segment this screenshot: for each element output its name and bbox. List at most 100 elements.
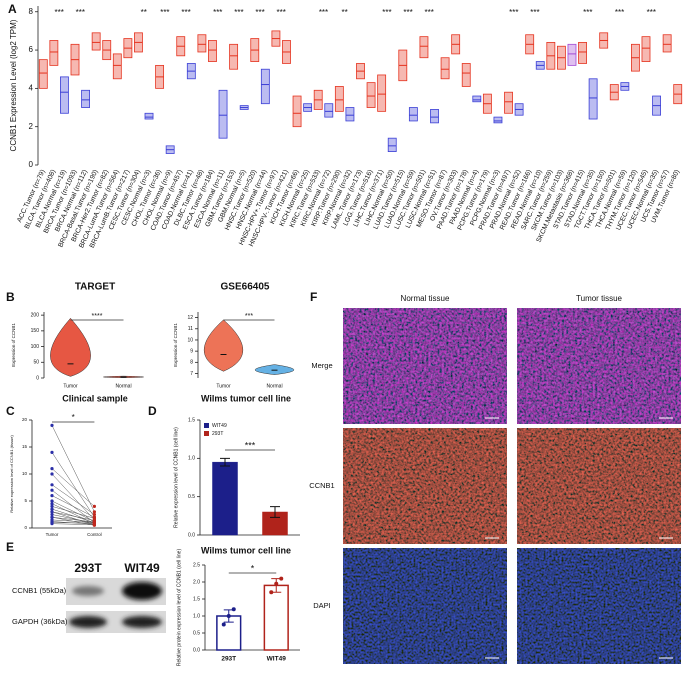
significance-label: **: [342, 8, 348, 17]
legend-swatch: [204, 423, 209, 428]
box: [430, 109, 439, 124]
x-tick-label: Control: [87, 532, 102, 537]
box: [377, 74, 387, 112]
box: [81, 89, 90, 108]
chart-title: TARGET: [75, 282, 115, 293]
blot-band: [72, 586, 104, 596]
panel-letter: B: [6, 290, 15, 304]
pair-line: [51, 508, 95, 523]
box: [60, 76, 69, 114]
box: [324, 103, 334, 118]
significance-label: ***: [403, 8, 412, 17]
significance-label: ***: [76, 8, 85, 17]
micrograph: [343, 428, 507, 544]
box: [387, 137, 397, 152]
tumor-point: [50, 504, 54, 508]
tumor-point: [50, 502, 54, 506]
box: [493, 116, 503, 124]
bar: [212, 461, 238, 536]
panel-letter: A: [8, 2, 17, 16]
y-axis-label: Relative protein expression level of CCN…: [176, 549, 182, 667]
y-axis-label: Relative expression level of CCNB1 (cell…: [173, 427, 179, 528]
y-tick-label: 1.5: [188, 417, 195, 423]
y-tick-label: 150: [31, 328, 40, 334]
significance-label: ***: [277, 8, 286, 17]
tumor-point: [50, 467, 54, 471]
error-bar: [270, 506, 280, 518]
significance-label: ***: [54, 8, 63, 17]
box: [366, 82, 376, 108]
y-tick-label: 1.5: [193, 596, 200, 602]
significance-label: ***: [530, 8, 539, 17]
significance-label: ***: [181, 8, 190, 17]
blot-band: [122, 616, 162, 628]
tumor-point: [50, 515, 54, 519]
micrograph: [517, 428, 681, 544]
y-tick-label: 20: [22, 417, 28, 422]
violin: [254, 364, 295, 375]
box: [229, 43, 239, 70]
box: [472, 95, 482, 103]
y-axis-label: Expression of CCNB1: [173, 323, 178, 367]
row-label: DAPI: [313, 601, 331, 610]
box: [197, 34, 207, 53]
box: [144, 112, 154, 120]
box: [218, 89, 228, 139]
tumor-point: [50, 450, 54, 454]
y-tick-label: 200: [31, 312, 40, 318]
box: [334, 86, 344, 112]
band-label: CCNB1 (55kDa): [12, 586, 67, 595]
box: [38, 59, 48, 89]
tumor-point: [50, 488, 54, 492]
box: [440, 57, 450, 80]
control-point: [92, 523, 96, 527]
pair-line: [51, 506, 95, 519]
data-point: [279, 576, 284, 581]
x-tick-label: Tumor: [46, 532, 59, 537]
y-tick-label: 1.0: [193, 613, 200, 619]
y-tick-label: 6: [29, 45, 34, 54]
box: [419, 36, 429, 59]
x-tick-label: Normal: [115, 383, 131, 389]
y-tick-label: 8: [190, 360, 193, 366]
lane-label: 293T: [74, 561, 102, 575]
column-label: Tumor tissue: [576, 294, 622, 303]
box: [408, 107, 418, 122]
y-tick-label: 100: [31, 344, 40, 350]
pair-line: [51, 452, 95, 518]
significance-label: ***: [245, 440, 256, 450]
micrograph: [343, 308, 507, 424]
micrograph: [517, 548, 681, 664]
box: [504, 91, 513, 114]
pair-line: [51, 522, 95, 524]
tumor-point: [50, 522, 54, 526]
panel-letter: F: [310, 290, 317, 304]
y-axis-label: Relative expression level of CCNB1 (tiss…: [9, 435, 14, 513]
blot-band: [122, 582, 162, 600]
micrograph: [343, 548, 507, 664]
y-tick-label: 9: [190, 348, 193, 354]
tumor-point: [50, 494, 54, 498]
significance-label: *: [72, 413, 75, 422]
pair-line: [51, 473, 95, 521]
significance-label: ***: [319, 8, 328, 17]
y-tick-label: 5: [24, 498, 27, 503]
x-tick-label: Tumor: [216, 383, 231, 389]
pair-line: [51, 495, 95, 518]
pair-line: [51, 511, 95, 521]
chart-title: Wilms tumor cell line: [201, 393, 291, 403]
panel-letter: E: [6, 540, 14, 554]
data-point: [274, 581, 279, 586]
panel-letter: C: [6, 404, 15, 418]
legend-swatch: [204, 431, 209, 436]
x-tick-label: WIT49: [267, 656, 287, 663]
y-tick-label: 15: [22, 444, 28, 449]
pair-line: [51, 484, 95, 515]
significance-label: ***: [382, 8, 391, 17]
data-point: [231, 607, 236, 612]
control-point: [92, 512, 96, 517]
tumor-point: [50, 423, 54, 427]
y-tick-label: 10: [22, 471, 28, 476]
significance-label: **: [141, 8, 147, 17]
box: [345, 107, 355, 122]
